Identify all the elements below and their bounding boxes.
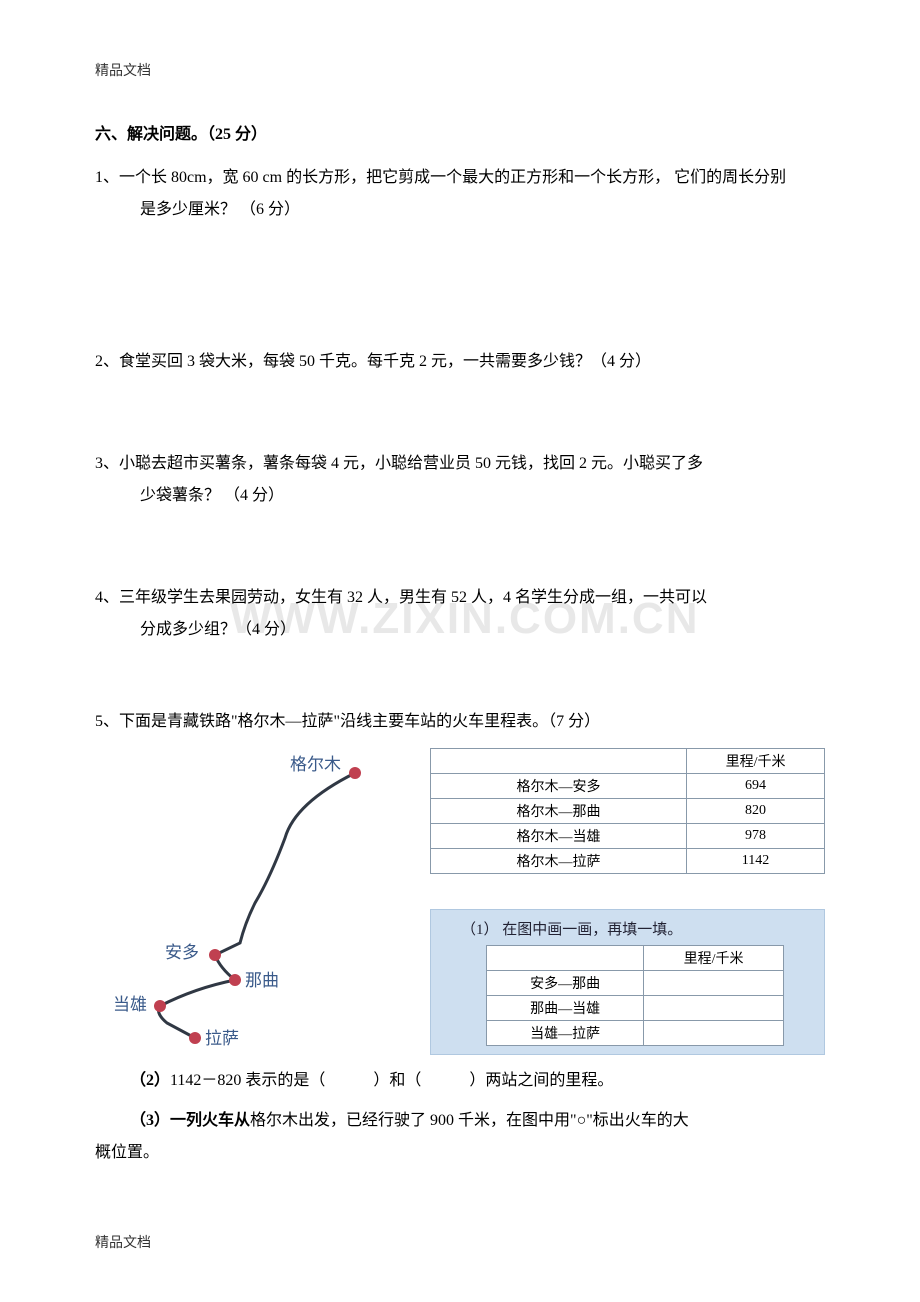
cell-km: 978 bbox=[687, 824, 825, 849]
cell-km bbox=[644, 971, 784, 996]
cell-empty bbox=[487, 946, 644, 971]
cell-empty bbox=[431, 749, 687, 774]
cell-km bbox=[644, 1021, 784, 1046]
q3-line1: 3、小聪去超市买薯条，薯条每袋 4 元，小聪给营业员 50 元钱，找回 2 元。… bbox=[95, 448, 825, 480]
cell-route: 当雄—拉萨 bbox=[487, 1021, 644, 1046]
sq2-text: 1142－820 表示的是（ ）和（ ）两站之间的里程。 bbox=[170, 1072, 613, 1089]
dot-anduo bbox=[209, 949, 221, 961]
cell-route: 那曲—当雄 bbox=[487, 996, 644, 1021]
q4-line1: 4、三年级学生去果园劳动，女生有 32 人，男生有 52 人，4 名学生分成一组… bbox=[95, 582, 825, 614]
sq3-text1: 格尔木出发，已经行驶了 900 千米，在图中用"○"标出火车的大 bbox=[250, 1112, 689, 1129]
table-row: 当雄—拉萨 bbox=[487, 1021, 784, 1046]
cell-km: 820 bbox=[687, 799, 825, 824]
question-4: 4、三年级学生去果园劳动，女生有 32 人，男生有 52 人，4 名学生分成一组… bbox=[95, 582, 825, 646]
railway-map: 格尔木 安多 那曲 当雄 拉萨 bbox=[95, 748, 420, 1053]
sq3-bold: 一列火车从 bbox=[170, 1112, 250, 1129]
table-row: 那曲—当雄 bbox=[487, 996, 784, 1021]
question-5: 5、下面是青藏铁路"格尔木—拉萨"沿线主要车站的火车里程表。（7 分） bbox=[95, 706, 825, 738]
cell-km: 694 bbox=[687, 774, 825, 799]
label-naqu: 那曲 bbox=[245, 971, 279, 990]
table-row: 格尔木—拉萨 1142 bbox=[431, 849, 825, 874]
question-3: 3、小聪去超市买薯条，薯条每袋 4 元，小聪给营业员 50 元钱，找回 2 元。… bbox=[95, 448, 825, 512]
mileage-table-2: 里程/千米 安多—那曲 那曲—当雄 当雄—拉萨 bbox=[486, 945, 784, 1046]
footer-label: 精品文档 bbox=[95, 1232, 151, 1252]
sq2-prefix: （2） bbox=[130, 1072, 170, 1089]
map-section: 格尔木 安多 那曲 当雄 拉萨 里程/千米 格尔木—安多 694 格尔木—那曲 … bbox=[95, 748, 825, 1055]
table-row: 里程/千米 bbox=[487, 946, 784, 971]
cell-route: 格尔木—安多 bbox=[431, 774, 687, 799]
cell-route: 安多—那曲 bbox=[487, 971, 644, 996]
cell-route: 格尔木—当雄 bbox=[431, 824, 687, 849]
q1-line1: 1、一个长 80cm，宽 60 cm 的长方形，把它剪成一个最大的正方形和一个长… bbox=[95, 162, 825, 194]
dot-geermu bbox=[349, 767, 361, 779]
label-dangxiong: 当雄 bbox=[113, 995, 147, 1014]
tables-wrap: 里程/千米 格尔木—安多 694 格尔木—那曲 820 格尔木—当雄 978 格… bbox=[430, 748, 825, 1055]
cell-route: 格尔木—拉萨 bbox=[431, 849, 687, 874]
table-row: 格尔木—那曲 820 bbox=[431, 799, 825, 824]
sub-question-2: （2）1142－820 表示的是（ ）和（ ）两站之间的里程。 bbox=[95, 1065, 825, 1097]
cell-route: 格尔木—那曲 bbox=[431, 799, 687, 824]
label-geermu: 格尔木 bbox=[290, 755, 341, 774]
dot-naqu bbox=[229, 974, 241, 986]
table-row: 格尔木—当雄 978 bbox=[431, 824, 825, 849]
table-row: 格尔木—安多 694 bbox=[431, 774, 825, 799]
dot-lasa bbox=[189, 1032, 201, 1044]
label-anduo: 安多 bbox=[165, 943, 199, 962]
mileage-table-1: 里程/千米 格尔木—安多 694 格尔木—那曲 820 格尔木—当雄 978 格… bbox=[430, 748, 825, 874]
question-2: 2、食堂买回 3 袋大米，每袋 50 千克。每千克 2 元，一共需要多少钱？（4… bbox=[95, 346, 825, 378]
dot-dangxiong bbox=[154, 1000, 166, 1012]
table-row: 安多—那曲 bbox=[487, 971, 784, 996]
blue-box: （1） 在图中画一画，再填一填。 里程/千米 安多—那曲 那曲—当雄 bbox=[430, 909, 825, 1055]
sub-question-3: （3）一列火车从格尔木出发，已经行驶了 900 千米，在图中用"○"标出火车的大… bbox=[95, 1105, 825, 1169]
cell-km: 1142 bbox=[687, 849, 825, 874]
q4-line2: 分成多少组？（4 分） bbox=[95, 614, 825, 646]
sq3-prefix: （3） bbox=[130, 1112, 170, 1129]
question-1: 1、一个长 80cm，宽 60 cm 的长方形，把它剪成一个最大的正方形和一个长… bbox=[95, 162, 825, 226]
label-lasa: 拉萨 bbox=[205, 1029, 239, 1048]
sq3-text2: 概位置。 bbox=[95, 1137, 825, 1169]
table-row: 里程/千米 bbox=[431, 749, 825, 774]
rail-line bbox=[159, 773, 355, 1038]
header-label: 精品文档 bbox=[95, 60, 825, 80]
section-title: 六、解决问题。（25 分） bbox=[95, 120, 825, 144]
content: 精品文档 六、解决问题。（25 分） 1、一个长 80cm，宽 60 cm 的长… bbox=[95, 60, 825, 1169]
cell-km bbox=[644, 996, 784, 1021]
bluebox-title: （1） 在图中画一画，再填一填。 bbox=[441, 918, 814, 939]
cell-header-km: 里程/千米 bbox=[687, 749, 825, 774]
cell-header-km: 里程/千米 bbox=[644, 946, 784, 971]
q1-line2: 是多少厘米？ （6 分） bbox=[95, 194, 825, 226]
q3-line2: 少袋薯条？ （4 分） bbox=[95, 480, 825, 512]
